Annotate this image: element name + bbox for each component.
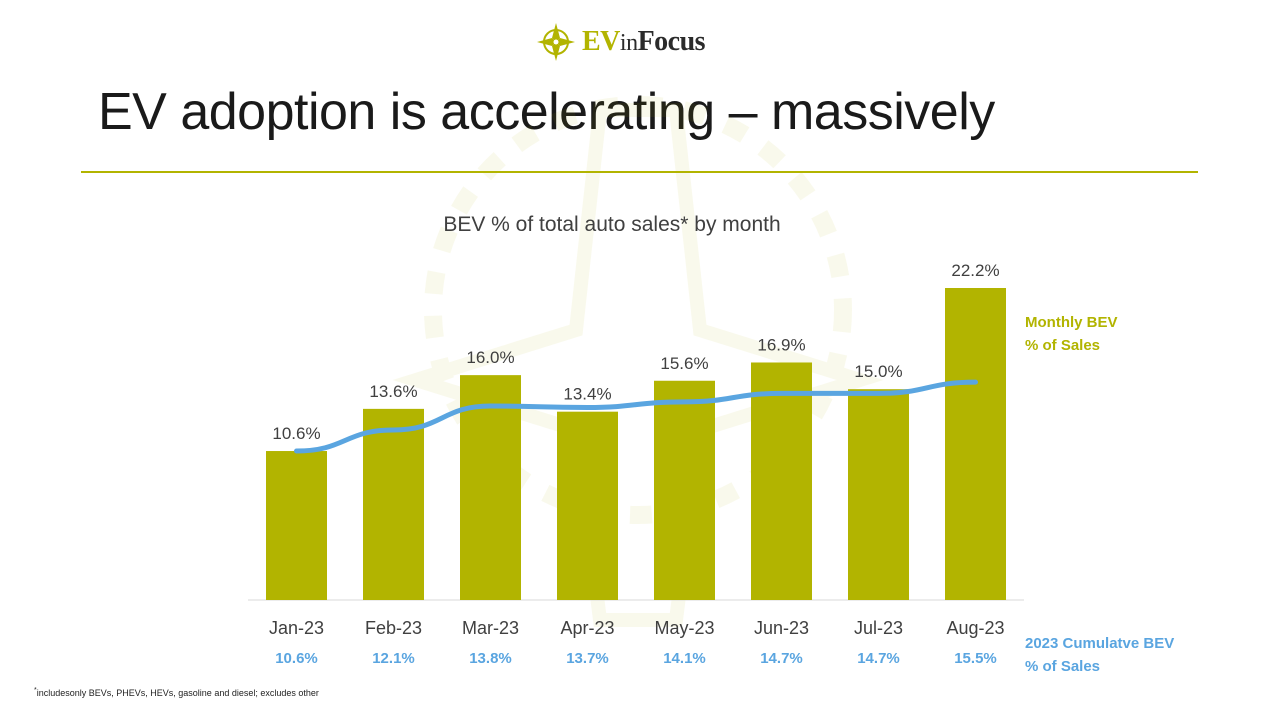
cumulative-value-label: 14.7% [760,650,803,667]
title-divider [81,171,1198,173]
x-tick-label: Jan-23 [269,618,324,638]
logo-focus: Focus [637,26,706,57]
logo-in: in [619,30,638,56]
bar-value-label: 13.6% [369,382,417,401]
x-tick-label: May-23 [654,618,714,638]
bar-jul-23 [848,389,909,600]
bar-aug-23 [945,288,1006,600]
bar-value-label: 15.6% [660,354,708,373]
bar-value-label: 22.2% [951,261,999,280]
bar-mar-23 [460,375,521,600]
footnote: *includesonly BEVs, PHEVs, HEVs, gasolin… [34,687,319,698]
bar-value-label: 13.4% [563,385,611,404]
compass-logo-icon [537,23,575,61]
bar-value-label: 16.9% [757,335,805,354]
legend-cumulative-text: 2023 Cumulatve BEV [1025,635,1174,652]
page-title: EV adoption is accelerating – massively [98,83,995,141]
logo: EVinFocus [536,20,706,64]
footnote-marker: * [34,687,37,694]
cumulative-value-label: 14.7% [857,650,900,667]
bar-feb-23 [363,408,424,600]
cumulative-line [294,379,978,454]
bar-value-label: 15.0% [854,362,902,381]
x-tick-label: Jun-23 [754,618,809,638]
x-tick-label: Jul-23 [854,618,903,638]
legend-cumulative-text: % of Sales [1025,658,1100,675]
watermark [392,96,884,627]
cumulative-value-label: 13.8% [469,650,512,667]
x-tick-label: Aug-23 [946,618,1004,638]
cumulative-value-label: 12.1% [372,650,415,667]
x-tick-label: Feb-23 [365,618,422,638]
cumulative-value-label: 14.1% [663,650,706,667]
x-tick-label: Apr-23 [560,618,614,638]
footnote-text: includesonly BEVs, PHEVs, HEVs, gasoline… [36,688,319,698]
bar-jan-23 [266,451,327,600]
bar-value-label: 16.0% [466,348,514,367]
bar-apr-23 [557,411,618,600]
logo-text: EVinFocus [582,26,706,58]
legend-monthly-text: Monthly BEV [1025,314,1118,331]
bar-value-label: 10.6% [272,424,320,443]
cumulative-value-label: 10.6% [275,650,318,667]
chart-title: BEV % of total auto sales* by month [443,213,780,236]
cumulative-value-label: 13.7% [566,650,609,667]
x-tick-label: Mar-23 [462,618,519,638]
logo-ev: EV [582,26,620,57]
bar-may-23 [654,380,715,600]
cumulative-value-label: 15.5% [954,650,997,667]
legend-monthly-text: % of Sales [1025,337,1100,354]
bar-jun-23 [751,362,812,600]
